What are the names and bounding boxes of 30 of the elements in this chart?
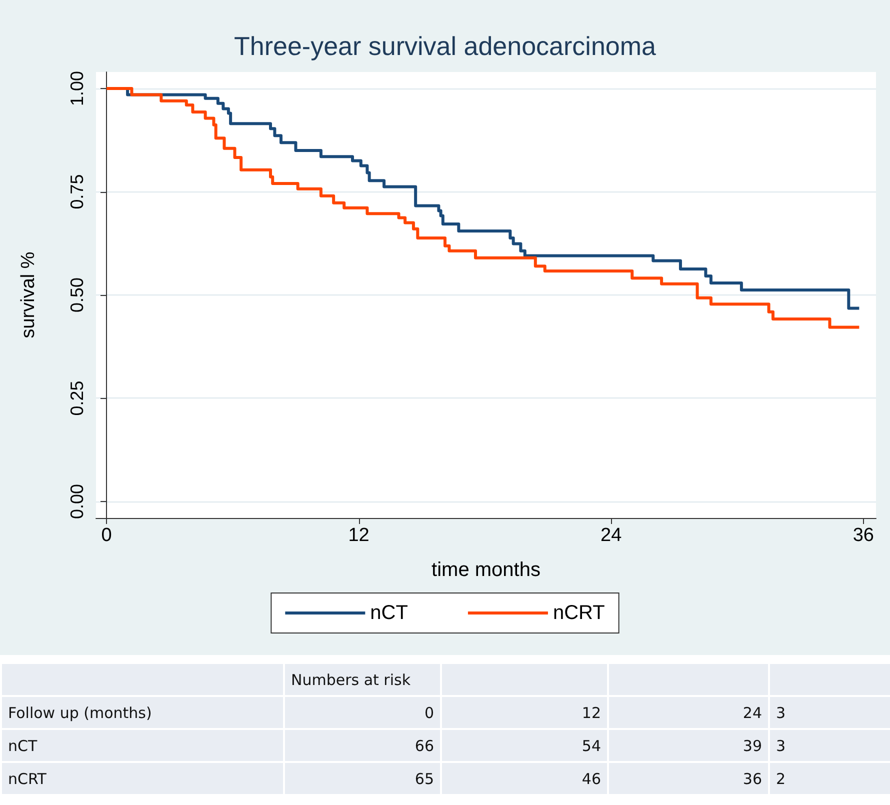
text: 39 xyxy=(608,729,769,762)
text: Numbers at risk xyxy=(284,663,441,696)
x-axis-title: time months xyxy=(432,559,540,581)
text: 54 xyxy=(441,729,608,762)
y-tick-label: 0.25 xyxy=(67,380,87,416)
text: 36 xyxy=(608,762,769,795)
chart-title: Three-year survival adenocarcinoma xyxy=(234,31,657,61)
y-tick-label: 0.00 xyxy=(67,484,87,520)
text: nCRT xyxy=(1,762,284,795)
text: 2 xyxy=(769,762,890,795)
text: nCT xyxy=(1,729,284,762)
text: Follow up (months) xyxy=(1,696,284,729)
text: 46 xyxy=(441,762,608,795)
y-tick-label: 0.50 xyxy=(67,277,87,313)
x-tick-label: 36 xyxy=(852,525,874,546)
text: 12 xyxy=(441,696,608,729)
text: 66 xyxy=(284,729,441,762)
text: 0 xyxy=(284,696,441,729)
x-tick-label: 12 xyxy=(348,525,370,546)
legend-label: nCT xyxy=(370,602,408,624)
y-tick-label: 1.00 xyxy=(67,70,87,106)
text: 3 xyxy=(769,729,890,762)
y-tick-label: 0.75 xyxy=(67,174,87,210)
legend-label: nCRT xyxy=(552,602,605,624)
text: 3 xyxy=(769,696,890,729)
text: 24 xyxy=(608,696,769,729)
x-tick-label: 24 xyxy=(600,525,622,546)
x-tick-label: 0 xyxy=(101,525,112,546)
text: 65 xyxy=(284,762,441,795)
y-axis-title: survival % xyxy=(18,252,39,338)
